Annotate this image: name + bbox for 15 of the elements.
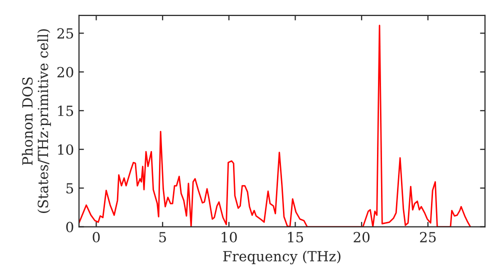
y-tick-label: 20 <box>57 66 74 78</box>
x-tick-label: 5 <box>159 232 166 242</box>
y-tick-label: 15 <box>58 106 74 116</box>
y-tick-label: 0 <box>66 222 74 232</box>
y-tick-label: 25 <box>57 28 74 39</box>
x-tick-label: 25 <box>420 232 436 242</box>
y-axis-title: Phonon DOS (States/THz·primitive cell) <box>22 29 51 213</box>
x-tick-label: 10 <box>222 232 237 242</box>
x-tick-label: 15 <box>288 232 304 242</box>
x-tick-label: 0 <box>92 232 100 242</box>
x-axis-title: Frequency (THz) <box>223 250 340 264</box>
y-tick-label: 10 <box>58 144 74 155</box>
line-series <box>79 24 472 227</box>
y-tick-label: 5 <box>66 183 74 194</box>
x-tick-label: 20 <box>354 232 370 242</box>
